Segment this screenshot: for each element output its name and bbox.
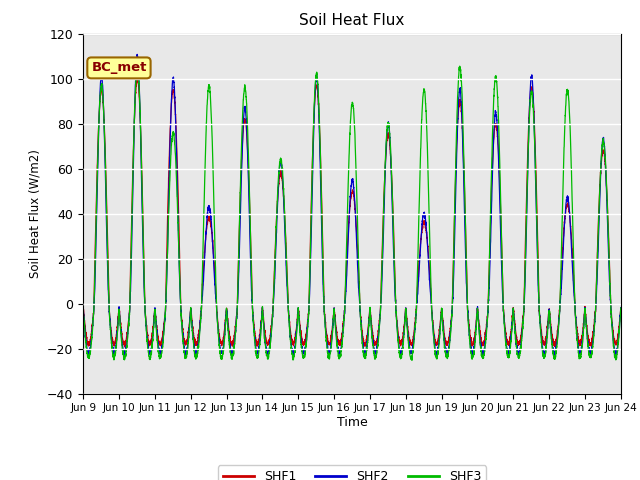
SHF3: [456, 63, 463, 69]
SHF1: [332, 324, 340, 330]
SHF1: [503, 338, 511, 344]
SHF3: [503, 349, 511, 355]
SHF1: [473, 314, 481, 320]
SHF3: [443, 352, 451, 358]
SHF3: [408, 358, 416, 363]
SHF1: [176, 274, 184, 280]
SHF2: [79, 304, 87, 310]
SHF1: [79, 303, 87, 309]
Y-axis label: Soil Heat Flux (W/m2): Soil Heat Flux (W/m2): [29, 149, 42, 278]
SHF3: [79, 306, 87, 312]
SHF2: [473, 318, 481, 324]
Title: Soil Heat Flux: Soil Heat Flux: [300, 13, 404, 28]
SHF3: [617, 305, 625, 311]
SHF2: [336, 353, 344, 359]
SHF2: [332, 329, 340, 335]
SHF1: [134, 75, 141, 81]
SHF2: [443, 350, 451, 356]
SHF1: [617, 305, 625, 311]
SHF1: [443, 342, 451, 348]
SHF2: [503, 347, 511, 353]
SHF2: [133, 51, 141, 57]
Line: SHF3: SHF3: [83, 66, 621, 360]
X-axis label: Time: Time: [337, 416, 367, 429]
SHF2: [617, 305, 625, 311]
Line: SHF1: SHF1: [83, 78, 621, 347]
SHF3: [332, 329, 340, 335]
SHF2: [616, 314, 624, 320]
SHF3: [176, 277, 184, 283]
SHF2: [176, 286, 184, 292]
Text: BC_met: BC_met: [92, 61, 147, 74]
SHF3: [616, 314, 624, 320]
Legend: SHF1, SHF2, SHF3: SHF1, SHF2, SHF3: [218, 465, 486, 480]
SHF1: [616, 311, 624, 317]
SHF3: [473, 319, 481, 324]
SHF1: [121, 344, 129, 350]
Line: SHF2: SHF2: [83, 54, 621, 356]
